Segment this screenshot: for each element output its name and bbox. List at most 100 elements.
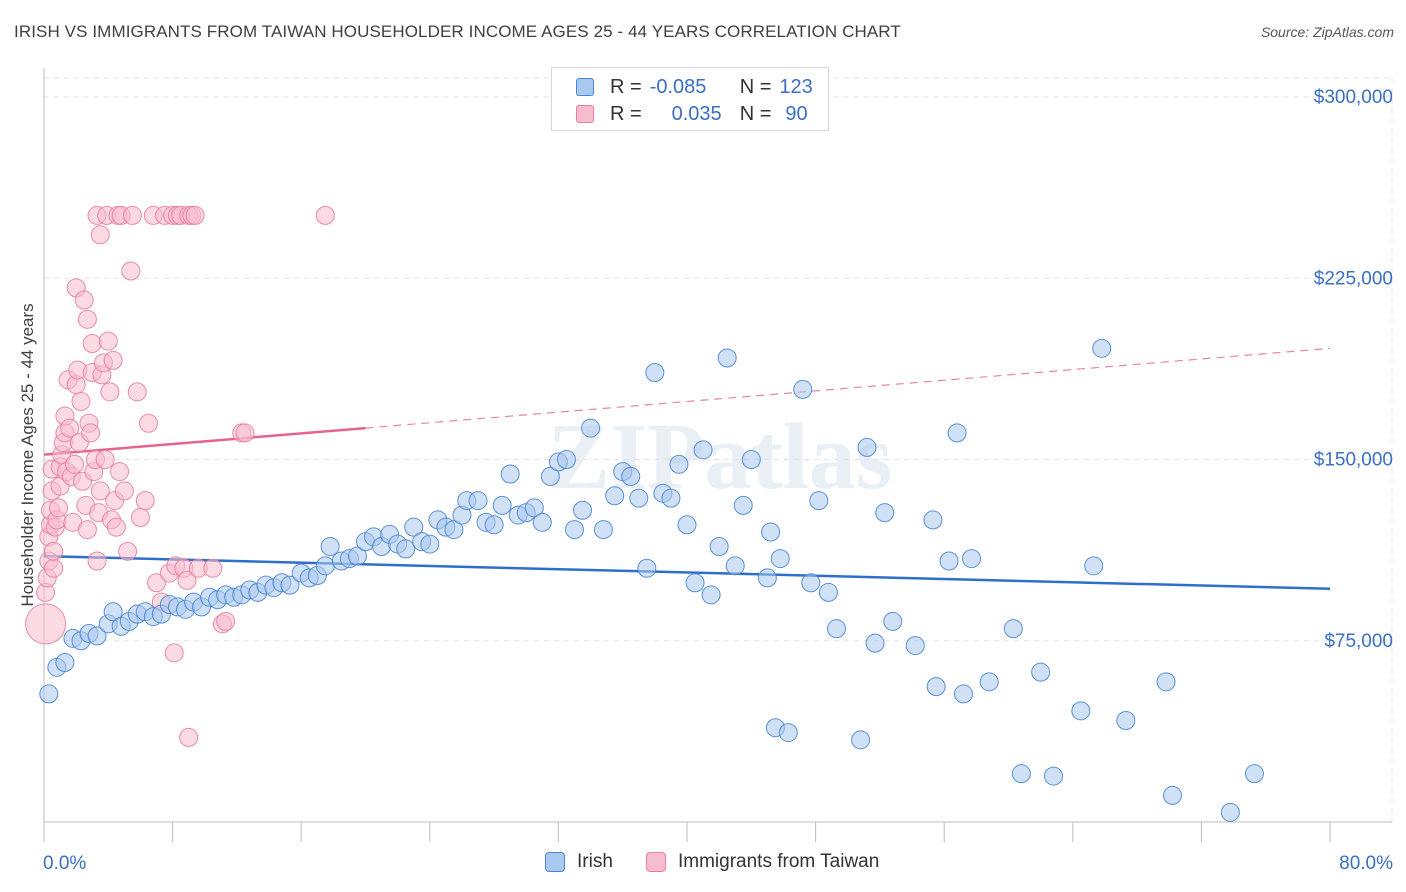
irish-point [540,466,560,486]
irish-point [826,619,846,639]
taiwan-point [185,205,205,225]
taiwan-point [81,423,101,443]
irish-point [1092,338,1112,358]
taiwan-point [87,551,107,571]
irish-point [629,488,649,508]
taiwan-point [179,727,199,747]
irish-point [717,348,737,368]
y-tick-label: $150,000 [1314,450,1393,471]
taiwan-trend-line-solid [43,426,366,456]
irish-point [1220,802,1240,822]
irish-point [809,491,829,511]
irish-point [857,437,877,457]
irish-point [1162,785,1182,805]
grid-lines [44,77,1393,822]
irish-point [939,551,959,571]
irish-point [280,575,300,595]
irish-point [761,522,781,542]
taiwan-point [60,418,80,438]
legend-n-value: 90 [785,102,808,125]
legend-item-irish[interactable]: Irish [545,851,613,873]
irish-point [801,573,821,593]
irish-point [923,510,943,530]
irish-point [593,520,613,540]
taiwan-point [71,392,91,411]
irish-point [962,549,982,569]
taiwan-point [110,462,130,482]
legend-row-taiwan: R = 0.035 N = 90 [576,103,808,125]
legend-item-taiwan[interactable]: Immigrants from Taiwan [646,851,879,873]
irish-point [564,520,584,540]
irish-point [404,517,424,537]
taiwan-point [122,205,142,225]
taiwan-point [95,450,115,469]
irish-point [979,672,999,692]
y-tick-label: $225,000 [1314,268,1393,289]
irish-trend-line [43,554,1331,591]
legend-n-value: 123 [779,75,813,98]
x-tick-label: 0.0% [43,853,86,874]
legend-row-irish: R = -0.085 N = 123 [576,76,813,98]
x-tick-label: 80.0% [1339,853,1393,874]
taiwan-point [106,517,126,537]
x-axis-tick-labels: 0.0% 80.0% [43,853,1393,874]
taiwan-point [135,491,155,511]
taiwan-point [138,413,158,433]
taiwan-point [147,573,167,593]
irish-point [685,573,705,593]
irish-point [741,450,761,469]
taiwan-point [177,570,197,590]
irish-point [947,423,967,443]
irish-point [905,636,925,656]
trend-lines [43,347,1331,591]
irish-swatch [576,78,594,96]
chart-title: IRISH VS IMMIGRANTS FROM TAIWAN HOUSEHOL… [14,22,901,41]
irish-point [484,515,504,535]
irish-point [581,418,601,438]
taiwan-point [130,508,150,527]
taiwan-point [164,643,184,663]
irish-point [315,556,335,576]
y-axis-title: Householder Income Ages 25 - 44 years [18,303,37,606]
irish-points [39,338,1264,822]
irish-point [1156,672,1176,692]
irish-point [347,546,367,566]
irish-point [818,582,838,602]
irish-point [621,466,641,486]
irish-point [661,488,681,508]
taiwan-point [65,454,85,474]
irish-point [709,537,729,556]
irish-point [669,454,689,474]
irish-point [1244,764,1264,784]
irish-point [492,495,512,515]
watermark: ZIPatlas [548,405,893,509]
irish-point [677,515,697,535]
irish-point [1071,701,1091,721]
taiwan-point [90,481,110,501]
irish-point [793,379,813,399]
legend-r-label: R = [610,102,642,125]
irish-point [770,549,790,569]
stats-legend: R = -0.085 N = 123 R = 0.035 N = 90 [551,67,829,131]
irish-point [500,464,520,484]
legend-irish-label: Irish [577,851,613,872]
taiwan-point [44,558,64,578]
irish-point [320,537,340,556]
legend-r-value: -0.085 [649,75,707,98]
irish-point [637,558,657,578]
irish-point [865,633,885,653]
irish-point [1031,662,1051,682]
irish-point [103,602,123,622]
irish-point [556,450,576,469]
y-tick-label: $75,000 [1324,631,1393,652]
taiwan-point [103,350,123,370]
irish-point [87,626,107,646]
irish-point [1011,764,1031,784]
irish-point [396,539,416,559]
taiwan-legend-swatch [646,852,666,872]
irish-point [883,611,903,631]
irish-point [701,585,721,605]
series-legend: Irish Immigrants from Taiwan [0,851,1406,877]
irish-point [532,512,552,532]
irish-point [1084,556,1104,576]
